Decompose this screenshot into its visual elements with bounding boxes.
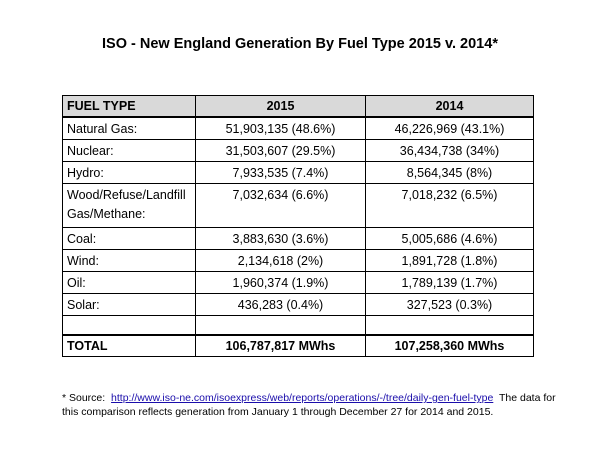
total-label: TOTAL: [62, 334, 196, 357]
empty-cell: [195, 315, 366, 336]
value-2014: 7,018,232 (6.5%): [365, 183, 534, 228]
fuel-label: Oil:: [62, 271, 196, 294]
value-2014: 1,789,139 (1.7%): [365, 271, 534, 294]
value-2015: 51,903,135 (48.6%): [195, 116, 366, 140]
empty-cell: [365, 315, 534, 336]
table-row: Wind: 2,134,618 (2%) 1,891,728 (1.8%): [62, 249, 534, 272]
fuel-label: Wood/Refuse/Landfill Gas/Methane:: [62, 183, 196, 228]
header-fuel-type: FUEL TYPE: [62, 95, 196, 118]
generation-table: FUEL TYPE 2015 2014 Natural Gas: 51,903,…: [62, 95, 534, 357]
value-2014: 36,434,738 (34%): [365, 139, 534, 162]
header-2014: 2014: [365, 95, 534, 118]
total-2014: 107,258,360 MWhs: [365, 334, 534, 357]
fuel-label: Hydro:: [62, 161, 196, 184]
value-2015: 7,933,535 (7.4%): [195, 161, 366, 184]
fuel-label: Coal:: [62, 227, 196, 250]
footnote-text: The data for this comparison reflects ge…: [62, 392, 556, 418]
value-2015: 7,032,634 (6.6%): [195, 183, 366, 228]
table-row: Natural Gas: 51,903,135 (48.6%) 46,226,9…: [62, 116, 534, 140]
table-header-row: FUEL TYPE 2015 2014: [62, 95, 534, 118]
total-2015: 106,787,817 MWhs: [195, 334, 366, 357]
table-row: Coal: 3,883,630 (3.6%) 5,005,686 (4.6%): [62, 227, 534, 250]
footnote: * Source: http://www.iso-ne.com/isoexpre…: [62, 391, 562, 419]
header-2015: 2015: [195, 95, 366, 118]
fuel-label: Nuclear:: [62, 139, 196, 162]
value-2014: 1,891,728 (1.8%): [365, 249, 534, 272]
total-row: TOTAL 106,787,817 MWhs 107,258,360 MWhs: [62, 334, 534, 357]
table-row: Nuclear: 31,503,607 (29.5%) 36,434,738 (…: [62, 139, 534, 162]
value-2015: 2,134,618 (2%): [195, 249, 366, 272]
value-2015: 31,503,607 (29.5%): [195, 139, 366, 162]
value-2015: 1,960,374 (1.9%): [195, 271, 366, 294]
table-row: Wood/Refuse/Landfill Gas/Methane: 7,032,…: [62, 183, 534, 228]
page-title: ISO - New England Generation By Fuel Typ…: [102, 36, 498, 52]
fuel-label: Natural Gas:: [62, 116, 196, 140]
footnote-prefix: * Source:: [62, 392, 106, 404]
table-row: Oil: 1,960,374 (1.9%) 1,789,139 (1.7%): [62, 271, 534, 294]
value-2015: 3,883,630 (3.6%): [195, 227, 366, 250]
value-2014: 8,564,345 (8%): [365, 161, 534, 184]
source-link[interactable]: http://www.iso-ne.com/isoexpress/web/rep…: [111, 392, 494, 404]
fuel-label: Solar:: [62, 293, 196, 316]
table-row: Solar: 436,283 (0.4%) 327,523 (0.3%): [62, 293, 534, 316]
fuel-label: Wind:: [62, 249, 196, 272]
value-2014: 5,005,686 (4.6%): [365, 227, 534, 250]
value-2014: 327,523 (0.3%): [365, 293, 534, 316]
value-2015: 436,283 (0.4%): [195, 293, 366, 316]
value-2014: 46,226,969 (43.1%): [365, 116, 534, 140]
empty-row: [62, 315, 534, 336]
empty-cell: [62, 315, 196, 336]
table-row: Hydro: 7,933,535 (7.4%) 8,564,345 (8%): [62, 161, 534, 184]
